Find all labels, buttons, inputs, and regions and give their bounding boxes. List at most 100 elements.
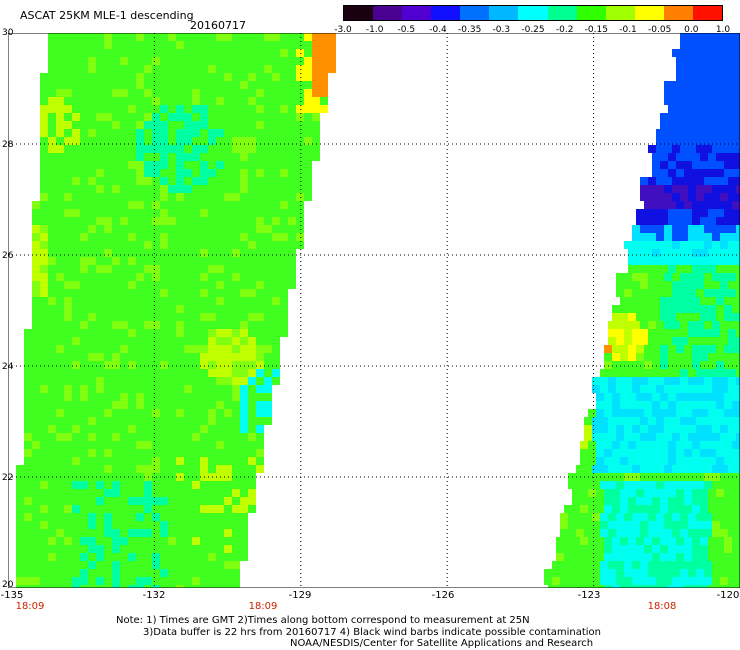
swath-cell <box>24 577 32 585</box>
swath-cell <box>628 545 636 553</box>
swath-cell <box>88 145 96 153</box>
swath-cell <box>240 433 248 441</box>
swath-cell <box>696 569 704 577</box>
swath-cell <box>676 153 684 161</box>
swath-cell <box>192 161 200 169</box>
swath-cell <box>184 105 192 113</box>
swath-cell <box>200 241 208 249</box>
swath-cell <box>272 329 280 337</box>
swath-cell <box>176 73 184 81</box>
swath-cell <box>104 345 112 353</box>
swath-cell <box>684 65 692 73</box>
swath-cell <box>216 241 224 249</box>
swath-cell <box>32 369 40 377</box>
swath-cell <box>80 145 88 153</box>
swath-cell <box>136 385 144 393</box>
swath-cell <box>224 353 232 361</box>
swath-cell <box>700 65 708 73</box>
swath-cell <box>288 129 296 137</box>
swath-cell <box>136 281 144 289</box>
swath-cell <box>216 449 224 457</box>
swath-cell <box>160 457 168 465</box>
swath-cell <box>664 377 672 385</box>
swath-cell <box>64 257 72 265</box>
swath-cell <box>160 105 168 113</box>
swath-cell <box>248 169 256 177</box>
swath-cell <box>80 121 88 129</box>
swath-cell <box>592 561 600 569</box>
swath-cell <box>620 305 628 313</box>
swath-cell <box>128 457 136 465</box>
swath-cell <box>644 553 652 561</box>
swath-cell <box>136 545 144 553</box>
swath-cell <box>248 465 256 473</box>
swath-cell <box>32 577 40 585</box>
swath-cell <box>712 33 720 41</box>
swath-cell <box>112 305 120 313</box>
swath-cell <box>712 137 720 145</box>
swath-cell <box>620 409 628 417</box>
swath-cell <box>96 401 104 409</box>
swath-cell <box>64 417 72 425</box>
swath-cell <box>696 81 704 89</box>
swath-cell <box>728 145 736 153</box>
swath-cell <box>280 305 288 313</box>
swath-cell <box>152 185 160 193</box>
swath-cell <box>240 233 248 241</box>
swath-cell <box>288 233 296 241</box>
swath-cell <box>184 585 192 588</box>
swath-cell <box>160 281 168 289</box>
swath-cell <box>208 73 216 81</box>
swath-cell <box>688 241 696 249</box>
swath-cell <box>80 505 88 513</box>
swath-cell <box>216 553 224 561</box>
swath-cell <box>280 265 288 273</box>
swath-cell <box>88 81 96 89</box>
swath-cell <box>224 505 232 513</box>
swath-cell <box>232 273 240 281</box>
swath-cell <box>200 33 208 41</box>
swath-cell <box>668 305 676 313</box>
swath-cell <box>700 169 708 177</box>
swath-cell <box>120 497 128 505</box>
swath-cell <box>688 529 696 537</box>
swath-cell <box>616 289 624 297</box>
swath-cell <box>296 121 304 129</box>
swath-cell <box>120 553 128 561</box>
swath-cell <box>72 113 80 121</box>
swath-cell <box>120 281 128 289</box>
swath-cell <box>216 465 224 473</box>
swath-cell <box>112 113 120 121</box>
swath-cell <box>176 81 184 89</box>
swath-cell <box>676 545 684 553</box>
swath-cell <box>176 425 184 433</box>
swath-cell <box>240 185 248 193</box>
swath-cell <box>32 257 40 265</box>
swath-cell <box>96 505 104 513</box>
swath-cell <box>248 481 256 489</box>
swath-cell <box>64 329 72 337</box>
swath-cell <box>160 193 168 201</box>
swath-cell <box>720 561 728 569</box>
swath-cell <box>296 73 304 81</box>
swath-cell <box>80 361 88 369</box>
swath-cell <box>184 361 192 369</box>
swath-cell <box>40 353 48 361</box>
swath-cell <box>688 481 696 489</box>
swath-cell <box>664 569 672 577</box>
swath-cell <box>736 33 740 41</box>
swath-cell <box>636 505 644 513</box>
swath-cell <box>684 161 692 169</box>
swath-cell <box>112 73 120 81</box>
swath-cell <box>664 529 672 537</box>
colorbar-segment <box>373 6 403 20</box>
swath-cell <box>256 433 264 441</box>
swath-cell <box>120 225 128 233</box>
swath-cell <box>288 89 296 97</box>
swath-cell <box>240 505 248 513</box>
swath-cell <box>716 153 724 161</box>
swath-cell <box>672 337 680 345</box>
swath-cell <box>80 393 88 401</box>
swath-cell <box>128 153 136 161</box>
swath-cell <box>272 281 280 289</box>
